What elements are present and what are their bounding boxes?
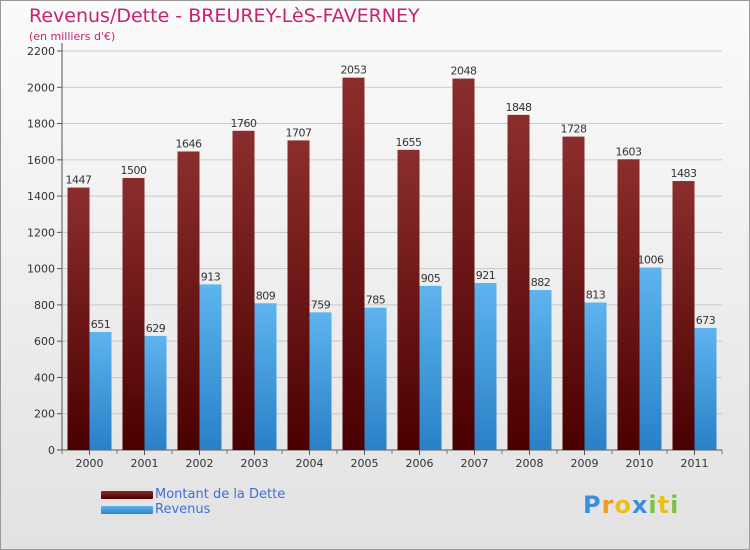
bar-revenus — [254, 303, 277, 450]
x-tick-label: 2011 — [681, 457, 709, 470]
bar-debt — [452, 78, 475, 451]
bar-debt — [342, 77, 365, 450]
data-label-debt: 1848 — [506, 101, 532, 114]
bar-revenus — [144, 335, 167, 450]
data-label-revenus: 809 — [256, 289, 276, 302]
bar-debt — [617, 159, 640, 450]
bar-debt — [287, 140, 310, 450]
legend-item-revenus: Revenus — [101, 502, 285, 517]
x-tick-label: 2007 — [461, 457, 489, 470]
data-label-debt: 1447 — [66, 174, 92, 187]
bar-revenus — [309, 312, 332, 450]
data-label-debt: 1603 — [616, 145, 642, 158]
data-label-debt: 2053 — [341, 64, 367, 77]
logo-letter: P — [583, 491, 602, 519]
x-tick-label: 2009 — [571, 457, 599, 470]
data-label-revenus: 813 — [586, 289, 606, 302]
logo-letter: t — [657, 491, 671, 519]
bar-revenus — [529, 290, 552, 450]
data-label-debt: 1728 — [561, 123, 587, 136]
data-label-debt: 1646 — [176, 137, 202, 150]
data-labels: 1447 651 1500 629 1646 913 1760 809 1707 759 2053 7… — [66, 64, 717, 335]
data-label-revenus: 759 — [311, 298, 331, 311]
bar-revenus — [199, 284, 222, 450]
bar-revenus — [89, 331, 112, 450]
y-tick-label: 200 — [34, 408, 55, 421]
x-tick-label: 2005 — [351, 457, 379, 470]
data-label-debt: 2048 — [451, 65, 477, 78]
data-label-revenus: 882 — [531, 276, 551, 289]
y-tick-label: 1400 — [27, 190, 55, 203]
y-tick-label: 1000 — [27, 263, 55, 276]
logo-letter: i — [648, 491, 658, 519]
y-tick-label: 1600 — [27, 154, 55, 167]
legend-swatch-debt — [101, 490, 153, 499]
x-tick-label: 2006 — [406, 457, 434, 470]
proxiti-logo: Proxiti — [583, 491, 679, 519]
x-axis-ticks: 2000 2001 2002 2003 2004 2005 2006 2007 2008 2009… — [61, 450, 723, 470]
bar-revenus — [584, 302, 607, 450]
legend: Montant de la Dette Revenus — [101, 487, 285, 517]
bar-revenus — [419, 285, 442, 450]
logo-letter: x — [631, 491, 649, 519]
y-tick-label: 400 — [34, 371, 55, 384]
data-label-debt: 1500 — [121, 164, 147, 177]
data-label-revenus: 921 — [476, 269, 496, 282]
bar-debt — [562, 136, 585, 450]
x-tick-label: 2004 — [296, 457, 324, 470]
y-tick-label: 2200 — [27, 45, 55, 58]
x-tick-label: 2010 — [626, 457, 654, 470]
data-label-revenus: 1006 — [638, 254, 664, 267]
bar-debt — [232, 130, 255, 451]
y-tick-label: 600 — [34, 335, 55, 348]
bars — [67, 77, 717, 451]
y-tick-label: 1200 — [27, 226, 55, 239]
grid-lines — [62, 50, 722, 451]
data-label-debt: 1483 — [671, 167, 697, 180]
y-tick-label: 2000 — [27, 81, 55, 94]
legend-label-revenus: Revenus — [155, 502, 211, 517]
chart-subtitle: (en milliers d'€) — [29, 30, 116, 43]
bar-debt — [672, 181, 695, 450]
data-label-revenus: 673 — [696, 314, 716, 327]
y-tick-label: 800 — [34, 299, 55, 312]
logo-letter: o — [614, 491, 632, 519]
legend-swatch-revenus — [101, 505, 153, 514]
y-tick-label: 0 — [48, 444, 55, 457]
data-label-revenus: 651 — [91, 318, 111, 331]
data-label-revenus: 913 — [201, 270, 221, 283]
data-label-revenus: 629 — [146, 322, 166, 335]
x-tick-label: 2008 — [516, 457, 544, 470]
x-tick-label: 2002 — [186, 457, 214, 470]
bar-revenus — [474, 282, 497, 450]
chart-title: Revenus/Dette - BREUREY-LèS-FAVERNEY — [29, 5, 420, 27]
bar-debt — [122, 177, 145, 451]
data-label-debt: 1760 — [231, 117, 257, 130]
data-label-revenus: 785 — [366, 294, 386, 307]
bar-debt — [67, 187, 90, 450]
logo-letter: r — [601, 491, 615, 519]
logo-letter: i — [670, 491, 680, 519]
data-label-debt: 1707 — [286, 126, 312, 139]
y-tick-label: 1800 — [27, 118, 55, 131]
x-tick-label: 2003 — [241, 457, 269, 470]
bar-debt — [177, 151, 200, 450]
bar-revenus — [364, 307, 387, 450]
legend-item-debt: Montant de la Dette — [101, 487, 285, 502]
data-label-debt: 1655 — [396, 136, 422, 149]
bar-revenus — [639, 267, 662, 450]
bar-debt — [397, 149, 420, 450]
x-tick-label: 2001 — [131, 457, 159, 470]
bar-debt — [507, 114, 530, 450]
data-label-revenus: 905 — [421, 272, 441, 285]
x-tick-label: 2000 — [76, 457, 104, 470]
legend-label-debt: Montant de la Dette — [155, 487, 286, 502]
bar-revenus — [694, 327, 717, 450]
